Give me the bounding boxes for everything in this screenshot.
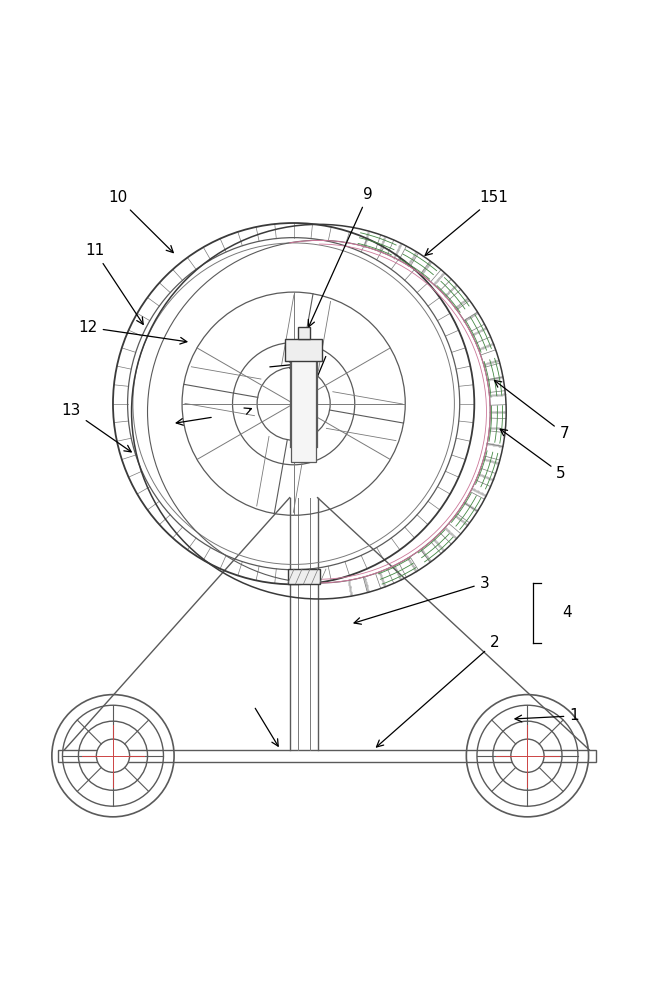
Circle shape [511, 739, 544, 772]
Bar [291, 345, 316, 462]
Bar [297, 327, 309, 339]
Text: 12: 12 [79, 320, 187, 344]
Text: 151: 151 [425, 190, 508, 255]
Text: 3: 3 [354, 576, 490, 624]
Text: 10: 10 [108, 190, 173, 253]
Bar [287, 569, 319, 584]
Text: 11: 11 [85, 243, 143, 324]
Text: 2: 2 [376, 635, 499, 747]
Text: 7: 7 [494, 380, 569, 441]
Text: 4: 4 [563, 605, 572, 620]
Circle shape [96, 739, 129, 772]
Text: 5: 5 [500, 429, 566, 481]
Text: 1: 1 [515, 708, 579, 723]
Text: 9: 9 [308, 187, 373, 327]
Bar [58, 750, 596, 762]
Bar [285, 339, 322, 361]
Text: 13: 13 [62, 403, 131, 452]
